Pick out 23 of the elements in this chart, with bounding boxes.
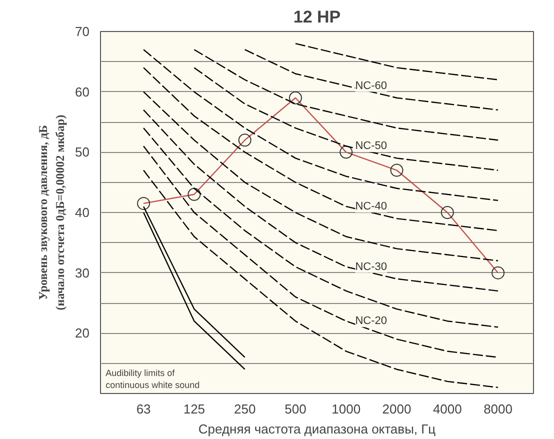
series-label: NC-40 — [355, 200, 388, 212]
y-tick-label: 40 — [75, 205, 90, 220]
y-axis-title: Уровень звукового давления, дБ (начало отсчета 0дБ=0,00002 мкбар) — [36, 114, 68, 310]
x-tick-label: 1000 — [332, 402, 361, 416]
y-tick-label: 70 — [75, 24, 90, 39]
y-tick-label: 30 — [75, 265, 90, 280]
annotation: Audibility limits of continuous white sound — [106, 368, 200, 390]
chart-title: 12 HP — [293, 8, 341, 26]
x-tick-label: 500 — [284, 402, 306, 416]
series-label: NC-30 — [355, 260, 388, 273]
x-axis-title: Средняя частота диапазона октавы, Гц — [198, 422, 436, 436]
series-label: NC-50 — [355, 140, 388, 152]
x-tick-label: 2000 — [382, 402, 412, 416]
series-label: NC-60 — [355, 80, 388, 92]
y-tick-label: 20 — [75, 326, 90, 341]
y-tick-label: 50 — [75, 144, 90, 160]
x-tick-label: 125 — [183, 402, 206, 416]
x-tick-label: 63 — [136, 402, 151, 416]
y-tick-label: 60 — [75, 84, 90, 100]
series-label: NC-20 — [355, 315, 388, 328]
x-tick-label: 8000 — [484, 402, 513, 416]
x-tick-label: 4000 — [432, 402, 462, 416]
x-tick-label: 250 — [234, 402, 256, 416]
